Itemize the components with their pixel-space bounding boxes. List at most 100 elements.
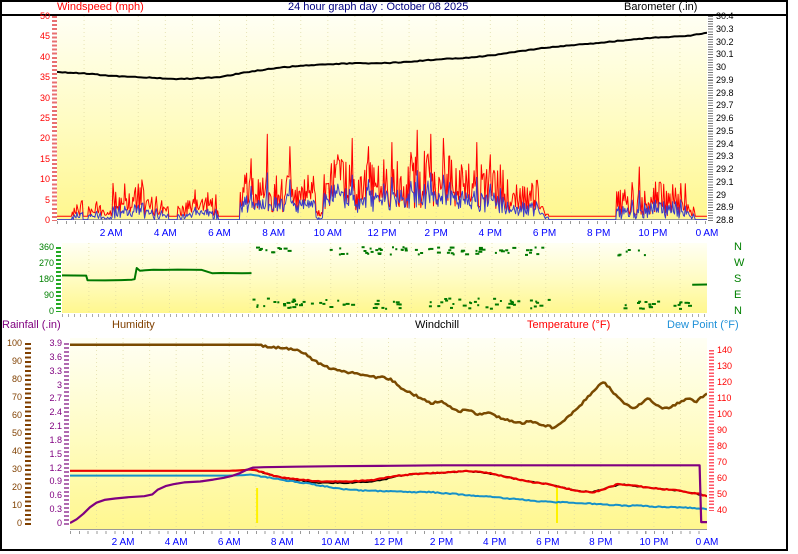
tick-label: 130 [717, 361, 733, 371]
tick-label: 50 [39, 11, 50, 21]
tick-label: 40 [39, 51, 50, 62]
tick-label: 15 [39, 153, 50, 164]
tick-label: 1.2 [49, 462, 62, 473]
windspeed-axis-title: Windspeed (mph) [57, 1, 144, 13]
tick-label: 29.8 [716, 87, 734, 98]
tick-label: 1.5 [49, 448, 62, 459]
x-axis-label: 8 AM [270, 537, 294, 548]
tick-label: 80 [717, 441, 728, 451]
tick-label: 0 [48, 306, 54, 316]
x-axis-label: 12 PM [374, 537, 403, 548]
x-axis-label: 10 PM [638, 228, 668, 239]
top-chart-x-ticks [57, 221, 707, 224]
tick-label: 29.1 [716, 176, 734, 187]
tick-label: 2.1 [49, 421, 62, 432]
tick-label: 0 [44, 215, 50, 225]
x-axis-label: 0 AM [695, 537, 719, 548]
barometer-axis-title: Barometer (.in) [624, 1, 698, 13]
compass-label: N [734, 305, 742, 317]
tick-label: 3.6 [49, 351, 62, 362]
tick-label: 28.9 [716, 202, 734, 213]
tick-label: 29.5 [716, 125, 734, 136]
tick-label: 90 [43, 290, 54, 300]
tick-label: 40 [11, 446, 22, 456]
tick-label: 35 [39, 72, 50, 83]
x-axis-label: 4 PM [478, 228, 502, 239]
tick-label: 20 [11, 482, 22, 492]
x-axis-label: 8 PM [586, 228, 611, 239]
tick-label: 120 [717, 377, 733, 387]
tick-label: 30 [39, 92, 50, 103]
x-axis-label: 0 AM [695, 228, 719, 239]
tick-label: 0.9 [49, 476, 62, 487]
rainfall-axis-title: Rainfall (.in) [2, 319, 61, 331]
tick-label: 28.8 [716, 215, 734, 225]
humidity-axis-ticks [25, 343, 31, 525]
tick-label: 29.2 [716, 164, 734, 174]
tick-label: 20 [39, 133, 50, 144]
compass-label: E [734, 289, 742, 301]
tick-label: 2.4 [49, 407, 62, 418]
tick-label: 100 [717, 409, 733, 419]
tick-label: 60 [11, 410, 22, 420]
header-divider [0, 14, 788, 16]
tick-label: 0 [56, 518, 62, 528]
tick-label: 50 [11, 428, 22, 438]
tick-label: 100 [6, 338, 22, 348]
x-axis-label: 10 AM [321, 537, 350, 548]
rainfall-axis-ticks [64, 343, 69, 525]
tick-label: 30.3 [716, 23, 734, 34]
tick-label: 29.7 [716, 100, 734, 111]
humidity-axis-title: Humidity [112, 319, 155, 331]
x-axis-label: 6 PM [536, 537, 560, 548]
dewpoint-axis-title: Dew Point (°F) [667, 319, 739, 331]
tick-label: 140 [717, 345, 733, 355]
x-axis-label: 4 AM [164, 537, 188, 548]
x-axis-label: 10 AM [313, 228, 343, 239]
x-axis-label: 8 PM [589, 537, 613, 548]
tick-label: 0.6 [49, 490, 62, 501]
x-axis-label: 6 AM [208, 228, 231, 239]
tick-label: 25 [39, 113, 50, 123]
tick-label: 30 [716, 62, 727, 72]
tick-label: 360 [38, 242, 54, 252]
tick-label: 29.3 [716, 151, 734, 162]
windspeed-axis-ticks [52, 16, 57, 221]
windspeed-barometer-chart [57, 16, 707, 220]
x-axis-label: 6 PM [532, 228, 557, 239]
tick-label: 60 [717, 473, 728, 483]
tick-label: 70 [717, 457, 728, 467]
barometer-axis-ticks [708, 16, 713, 221]
temperature-axis-ticks [709, 350, 714, 511]
page-title: 24 hour graph day : October 08 2025 [288, 1, 469, 13]
tick-label: 5 [44, 194, 50, 205]
tick-label: 1.8 [49, 434, 62, 445]
compass-label: S [734, 273, 742, 285]
tick-label: 0.3 [49, 504, 62, 515]
tick-label: 29 [716, 189, 727, 200]
tick-label: 90 [717, 425, 728, 435]
tick-label: 30.4 [716, 11, 734, 21]
tick-label: 3.9 [49, 338, 62, 348]
tick-label: 10 [11, 500, 22, 510]
tick-label: 180 [38, 274, 54, 284]
tick-label: 90 [11, 356, 22, 366]
tick-label: 29.4 [716, 138, 734, 149]
x-axis-label: 2 PM [429, 537, 454, 548]
x-axis-label: 12 PM [367, 228, 397, 239]
x-axis-label: 2 PM [424, 228, 448, 239]
tick-label: 30.1 [716, 49, 734, 60]
tick-label: 2.7 [49, 393, 62, 404]
bottom-chart-x-ticks [70, 531, 707, 534]
x-axis-label: 8 AM [262, 228, 286, 239]
tick-label: 30 [11, 464, 22, 474]
x-axis-label: 4 PM [482, 537, 507, 548]
x-axis-label: 4 AM [153, 228, 177, 239]
tick-label: 45 [39, 31, 50, 42]
mid-chart-x-ticks [62, 314, 707, 317]
temperature-axis-title: Temperature (°F) [527, 319, 611, 331]
x-axis-label: 10 PM [639, 537, 669, 548]
compass-label: W [734, 257, 745, 269]
tick-label: 80 [11, 374, 22, 384]
